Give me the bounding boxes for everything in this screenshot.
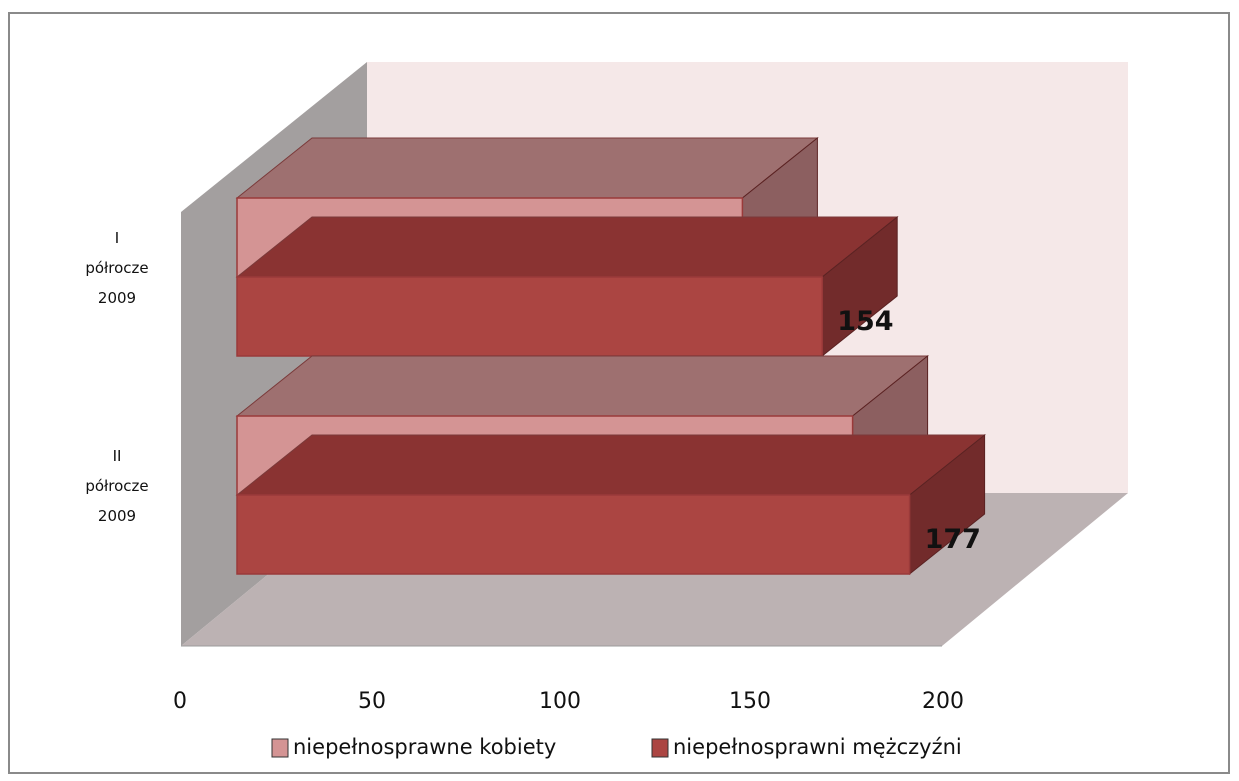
x-tick-label: 100 xyxy=(539,689,581,714)
category-label-line: 2009 xyxy=(98,289,136,307)
bar xyxy=(235,215,899,358)
x-tick-label: 200 xyxy=(922,689,964,714)
legend-label-men: niepełnosprawni mężczyźni xyxy=(673,735,962,759)
bar-top-face xyxy=(235,355,930,417)
bar-front-face xyxy=(236,276,823,357)
legend-item-men: niepełnosprawni mężczyźni xyxy=(651,735,962,759)
legend-swatch-women xyxy=(271,738,289,758)
x-tick-label: 150 xyxy=(729,689,771,714)
bar-top-face xyxy=(235,434,987,496)
bar-top-face xyxy=(235,216,899,278)
legend-swatch-men xyxy=(651,738,669,758)
x-tick-label: 50 xyxy=(358,689,386,714)
category-label-line: II xyxy=(113,447,122,465)
x-tick-labels: 0 50 100 150 200 xyxy=(173,689,964,714)
category-label-line: półrocze xyxy=(85,477,148,495)
bar xyxy=(235,433,987,576)
bar-front-face xyxy=(236,494,911,575)
category-label-line: półrocze xyxy=(85,259,148,277)
legend-item-women: niepełnosprawne kobiety xyxy=(271,735,556,759)
data-label: 177 xyxy=(925,524,981,555)
data-label: 154 xyxy=(837,306,893,337)
category-label-line: I xyxy=(115,229,119,247)
chart-frame xyxy=(8,12,1230,774)
category-label-line: 2009 xyxy=(98,507,136,525)
x-tick-label: 0 xyxy=(173,689,187,714)
legend-label-women: niepełnosprawne kobiety xyxy=(293,735,556,759)
legend: niepełnosprawne kobiety niepełnosprawni … xyxy=(271,735,962,759)
bar-top-face xyxy=(235,137,819,199)
category-label: II półrocze 2009 xyxy=(85,447,148,525)
bars-group: 133154162177 xyxy=(235,136,987,576)
